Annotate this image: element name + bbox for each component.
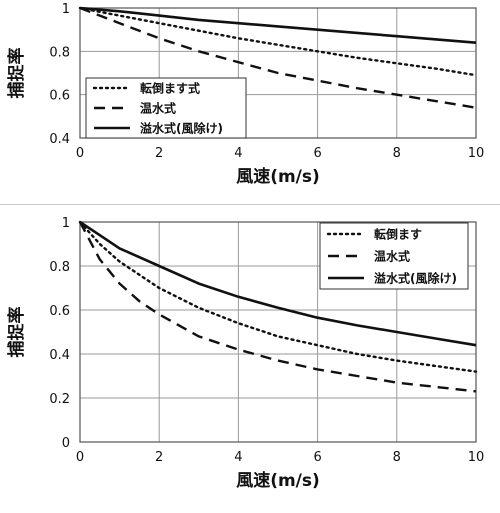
y-tick-label: 0.4 [49, 348, 70, 363]
x-tick-label: 6 [313, 450, 321, 465]
y-tick-label: 0.8 [49, 260, 70, 275]
y-tick-label: 1 [62, 2, 70, 17]
x-axis-title: 風速(m/s) [236, 166, 320, 187]
legend-label: 転倒ます式 [140, 81, 200, 96]
legend-label: 溢水式(風除け) [374, 271, 457, 286]
panel-divider [0, 204, 500, 205]
legend-label: 温水式 [374, 249, 410, 264]
y-axis-title: 捕捉率 [6, 307, 27, 358]
x-tick-label: 10 [468, 146, 485, 161]
y-tick-label: 0.6 [49, 304, 70, 319]
chart-2: 0 2 4 6 8 10 0 0.2 0.4 0.6 0.8 1 風速(m/s) 捕捉率 転倒ます温水式溢水… [6, 216, 485, 491]
x-tick-label: 4 [234, 146, 242, 161]
legend-label: 転倒ます [374, 227, 422, 242]
y-tick-label: 0 [62, 436, 70, 451]
x-tick-label: 10 [468, 450, 485, 465]
chart-1: 0 2 4 6 8 10 0.4 0.6 0.8 1 風速(m/s) 捕捉率転倒ます式温水式溢水式(風… [6, 2, 485, 187]
x-axis-title: 風速(m/s) [236, 470, 320, 491]
series-line-3 [79, 6, 477, 44]
x-tick-label: 2 [155, 146, 163, 161]
x-tick-label: 2 [155, 450, 163, 465]
legend-label: 温水式 [140, 101, 176, 116]
y-tick-label: 0.6 [49, 89, 70, 104]
plot-border [79, 221, 477, 443]
x-tick-label: 8 [393, 450, 401, 465]
plot-border [79, 7, 477, 139]
series-line-3 [79, 220, 477, 347]
x-tick-label: 0 [76, 450, 84, 465]
series-line-2 [79, 6, 477, 109]
legend-label: 溢水式(風除け) [140, 121, 223, 136]
x-tick-label: 4 [234, 450, 242, 465]
x-tick-label: 8 [393, 146, 401, 161]
y-tick-label: 0.8 [49, 45, 70, 60]
series-line-1 [78, 220, 478, 373]
y-tick-label: 1 [62, 216, 70, 231]
y-tick-label: 0.2 [49, 392, 70, 407]
y-axis-title: 捕捉率 [6, 48, 27, 99]
x-tick-label: 6 [313, 146, 321, 161]
y-tick-label: 0.4 [49, 132, 70, 147]
series-line-2 [78, 221, 477, 393]
series-line-1 [78, 6, 478, 77]
x-tick-label: 0 [76, 146, 84, 161]
